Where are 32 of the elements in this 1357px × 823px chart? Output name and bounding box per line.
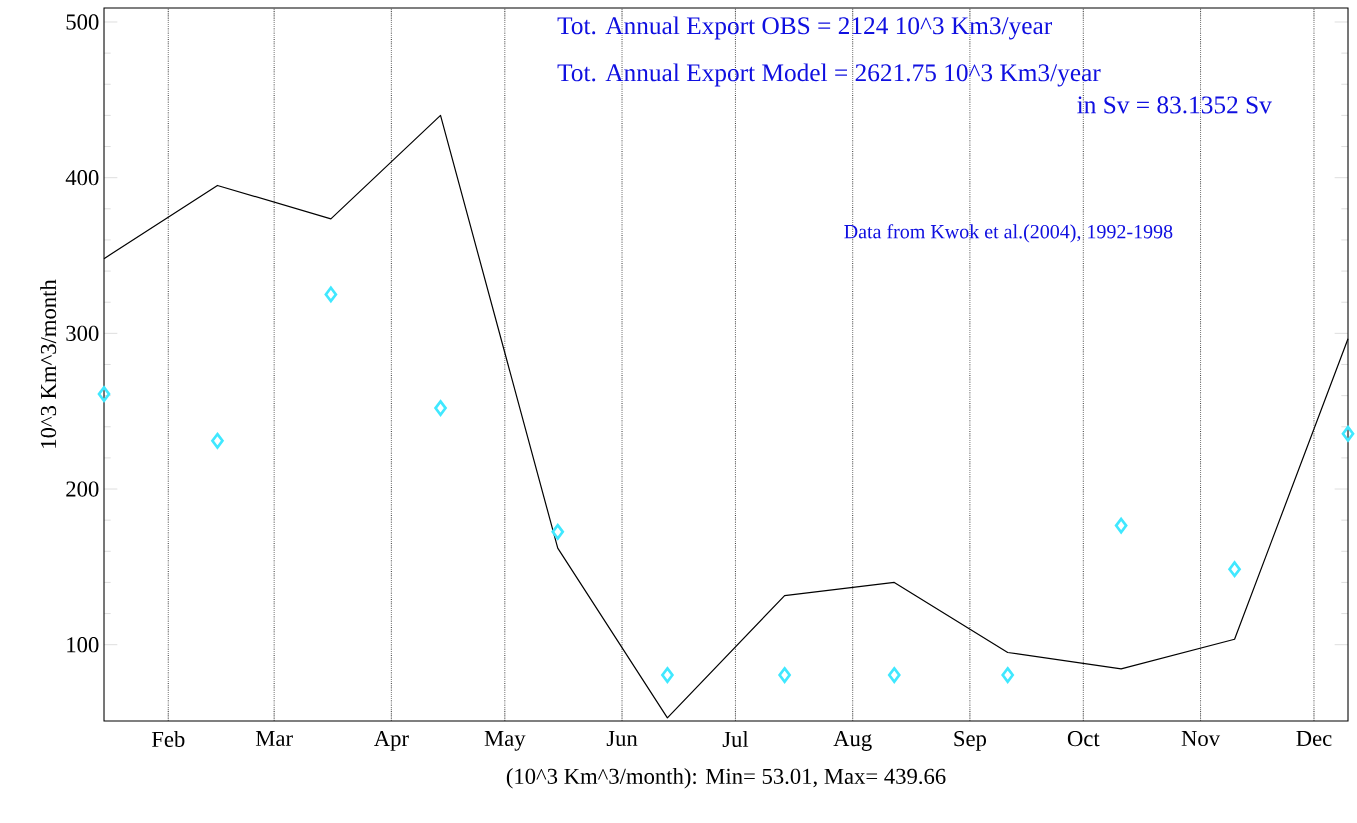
y-tick-label: 400 bbox=[65, 170, 99, 186]
x-tick-label: Aug bbox=[833, 731, 872, 751]
point bbox=[1114, 517, 1128, 534]
point bbox=[434, 400, 447, 417]
y-axis-title: 10^3 Km^3/month bbox=[40, 279, 57, 448]
point bbox=[551, 523, 565, 540]
point bbox=[1341, 425, 1355, 442]
point bbox=[661, 667, 674, 684]
point bbox=[1228, 561, 1241, 578]
x-tick-label: Jun bbox=[606, 731, 638, 747]
x-tick-label: Apr bbox=[373, 731, 409, 751]
annotation: Data from Kwok et al.(2004), 1992-1998 bbox=[844, 224, 1173, 243]
x-tick-label: Feb bbox=[151, 731, 185, 747]
point bbox=[887, 667, 901, 684]
annotation: in Sv = 83.1352 Sv bbox=[1077, 96, 1272, 114]
x-axis-title: (10^3 Km^3/month): Min= 53.01, Max= 439.66 bbox=[506, 768, 946, 789]
x-tick-label: Mar bbox=[255, 731, 293, 747]
x-tick-label: Sep bbox=[954, 731, 987, 751]
point bbox=[778, 667, 791, 684]
x-tick-label: Nov bbox=[1181, 731, 1221, 747]
x-tick-label: Jul bbox=[722, 731, 749, 747]
y-tick-label: 200 bbox=[66, 481, 99, 497]
x-tick-label: Oct bbox=[1067, 731, 1100, 747]
x-tick-label: Dec bbox=[1296, 731, 1332, 747]
point bbox=[324, 286, 338, 303]
x-tick-label: May bbox=[484, 731, 526, 751]
y-tick-label: 500 bbox=[66, 14, 99, 30]
y-tick-label: 100 bbox=[67, 637, 99, 653]
annotation: Tot. Annual Export OBS = 2124 10^3 Km3/year bbox=[557, 16, 1052, 40]
y-tick-label: 300 bbox=[66, 325, 99, 342]
point bbox=[1001, 667, 1015, 684]
annotation: Tot. Annual Export Model = 2621.75 10^3 Km3/year bbox=[557, 63, 1101, 87]
